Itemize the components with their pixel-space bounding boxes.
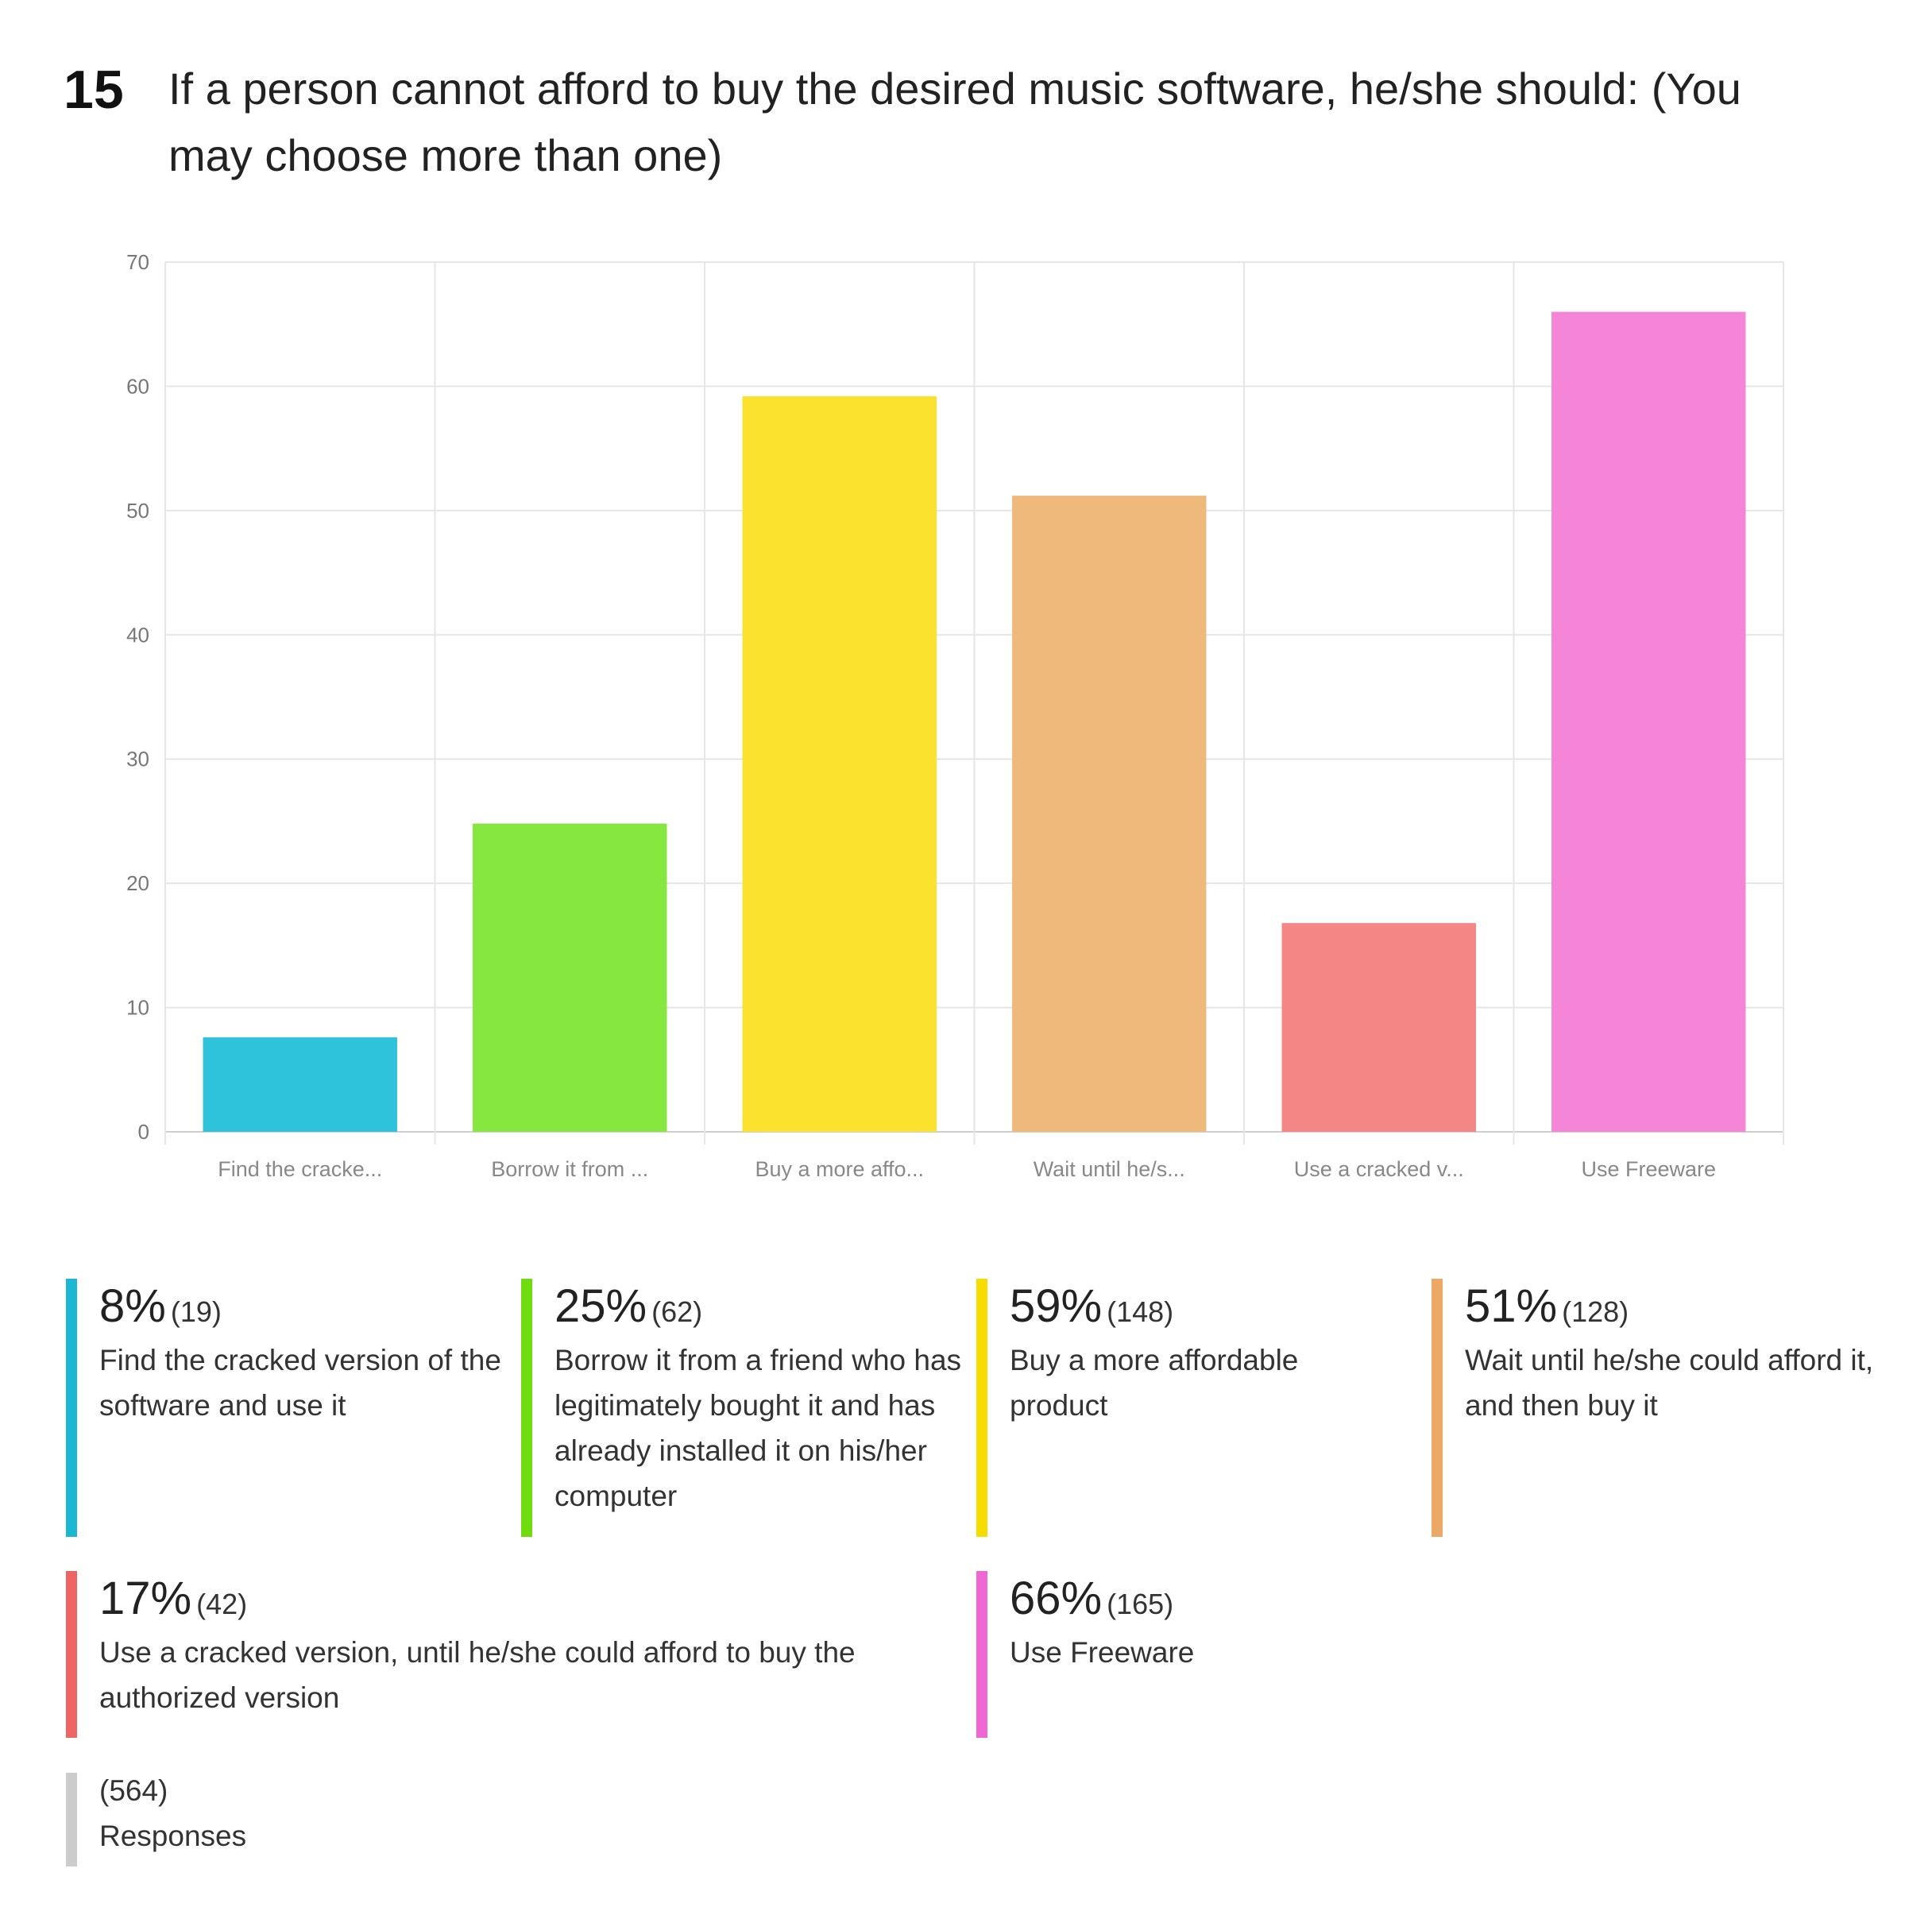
legend-item-cracked-software: 8% (19) Find the cracked version of the s… xyxy=(66,1279,511,1537)
question-title: If a person cannot afford to buy the des… xyxy=(168,64,1741,180)
x-category-label: Find the cracke... xyxy=(218,1157,382,1181)
legend-item-cracked-until-afford: 17% (42) Use a cracked version, until he/… xyxy=(66,1571,964,1738)
question-number: 15 xyxy=(64,60,124,120)
legend-label: Buy a more affordable product xyxy=(1010,1344,1299,1422)
legend-label: Borrow it from a friend who has legitima… xyxy=(554,1344,962,1512)
x-category-label: Use Freeware xyxy=(1581,1157,1716,1181)
legend-color-bar xyxy=(521,1279,532,1537)
bar-chart: 0 10 20 30 40 50 60 70 Find the cracke... Borrow … xyxy=(126,250,1784,1181)
y-tick-label: 50 xyxy=(126,499,149,523)
responses-label: Responses xyxy=(99,1820,247,1852)
y-tick-label: 60 xyxy=(126,374,149,398)
bar xyxy=(473,824,667,1132)
y-tick-label: 0 xyxy=(138,1120,149,1144)
legend-label: Use Freeware xyxy=(1010,1636,1195,1669)
legend-item-affordable-product: 59% (148) Buy a more affordable product xyxy=(976,1279,1421,1537)
y-tick-label: 40 xyxy=(126,623,149,647)
y-tick-label: 20 xyxy=(126,871,149,895)
responses-summary: (564) Responses xyxy=(66,1773,511,1866)
x-category-label: Borrow it from ... xyxy=(491,1157,648,1181)
legend-color-bar xyxy=(1432,1279,1443,1537)
bar xyxy=(203,1037,397,1132)
bar xyxy=(742,396,937,1132)
legend-percent: 17% xyxy=(99,1573,192,1624)
legend-count: (19) xyxy=(170,1295,222,1328)
bar xyxy=(1012,496,1207,1132)
legend-count: (42) xyxy=(196,1588,248,1620)
y-tick-label: 30 xyxy=(126,747,149,771)
x-category-label: Buy a more affo... xyxy=(755,1157,924,1181)
legend-label: Find the cracked version of the software… xyxy=(99,1344,501,1422)
legend-label: Wait until he/she could afford it, and t… xyxy=(1465,1344,1874,1422)
legend-percent: 8% xyxy=(99,1280,166,1332)
legend-color-bar xyxy=(976,1571,987,1738)
legend-color-bar xyxy=(66,1279,77,1537)
y-tick-label: 70 xyxy=(126,250,149,274)
legend-color-bar xyxy=(66,1571,77,1738)
responses-count: (564) xyxy=(99,1774,168,1807)
legend-label: Use a cracked version, until he/she coul… xyxy=(99,1636,856,1714)
legend-percent: 66% xyxy=(1010,1573,1103,1624)
bar xyxy=(1281,923,1476,1132)
legend-count: (62) xyxy=(651,1295,703,1328)
bar xyxy=(1551,311,1746,1133)
responses-color-bar xyxy=(66,1773,77,1866)
x-category-label: Use a cracked v... xyxy=(1294,1157,1464,1181)
legend-item-freeware: 66% (165) Use Freeware xyxy=(976,1571,1421,1738)
legend-item-wait: 51% (128) Wait until he/she could afford … xyxy=(1432,1279,1876,1537)
legend-percent: 51% xyxy=(1465,1280,1558,1332)
legend-percent: 25% xyxy=(554,1280,647,1332)
legend-item-borrow: 25% (62) Borrow it from a friend who has … xyxy=(521,1279,966,1537)
legend-count: (128) xyxy=(1562,1295,1629,1328)
y-tick-label: 10 xyxy=(126,996,149,1020)
legend-percent: 59% xyxy=(1010,1280,1103,1332)
legend-count: (165) xyxy=(1107,1588,1174,1620)
x-category-label: Wait until he/s... xyxy=(1034,1157,1185,1181)
legend-color-bar xyxy=(976,1279,987,1537)
legend-count: (148) xyxy=(1107,1295,1174,1328)
